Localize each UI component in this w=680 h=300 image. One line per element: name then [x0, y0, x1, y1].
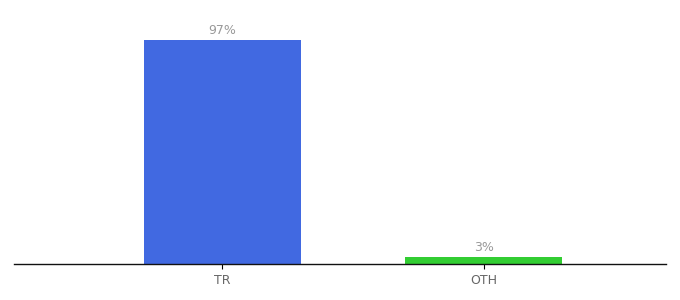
Bar	[144, 40, 301, 264]
Text: 3%: 3%	[474, 241, 494, 254]
Bar	[405, 257, 562, 264]
Text: 97%: 97%	[209, 24, 237, 37]
